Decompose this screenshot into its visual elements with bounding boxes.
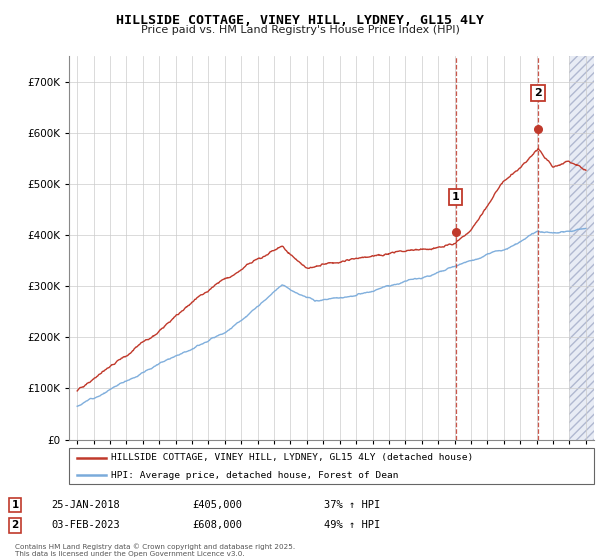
Text: HILLSIDE COTTAGE, VINEY HILL, LYDNEY, GL15 4LY: HILLSIDE COTTAGE, VINEY HILL, LYDNEY, GL…: [116, 14, 484, 27]
Text: £608,000: £608,000: [192, 520, 242, 530]
Text: 49% ↑ HPI: 49% ↑ HPI: [324, 520, 380, 530]
Text: Contains HM Land Registry data © Crown copyright and database right 2025.
This d: Contains HM Land Registry data © Crown c…: [15, 544, 295, 557]
Text: Price paid vs. HM Land Registry's House Price Index (HPI): Price paid vs. HM Land Registry's House …: [140, 25, 460, 35]
Text: 2: 2: [11, 520, 19, 530]
Text: HPI: Average price, detached house, Forest of Dean: HPI: Average price, detached house, Fore…: [111, 471, 398, 480]
Bar: [569, 56, 594, 440]
Text: 03-FEB-2023: 03-FEB-2023: [51, 520, 120, 530]
Text: 25-JAN-2018: 25-JAN-2018: [51, 500, 120, 510]
Text: 1: 1: [452, 192, 460, 202]
Text: 2: 2: [534, 88, 542, 98]
Text: £405,000: £405,000: [192, 500, 242, 510]
Text: HILLSIDE COTTAGE, VINEY HILL, LYDNEY, GL15 4LY (detached house): HILLSIDE COTTAGE, VINEY HILL, LYDNEY, GL…: [111, 454, 473, 463]
Text: 1: 1: [11, 500, 19, 510]
Text: 37% ↑ HPI: 37% ↑ HPI: [324, 500, 380, 510]
FancyBboxPatch shape: [69, 448, 594, 484]
